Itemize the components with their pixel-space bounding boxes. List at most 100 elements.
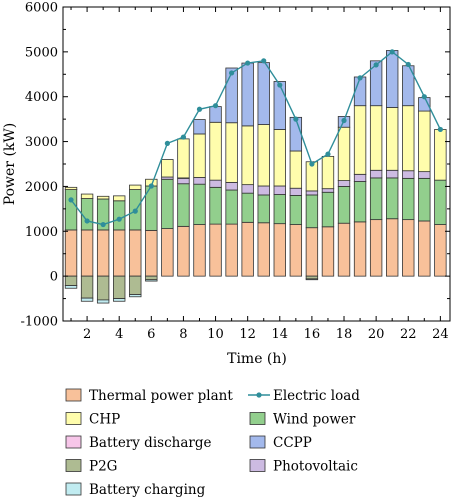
load-line-layer (68, 49, 443, 228)
bar-segment (257, 62, 270, 125)
bar-segment (161, 178, 174, 229)
x-tick-label: 16 (304, 327, 321, 342)
bar-segment (369, 177, 383, 221)
electric-load-point (341, 117, 347, 124)
bar-segment (402, 219, 415, 277)
y-tick-label: 6000 (25, 1, 58, 16)
bar-segment-negative (305, 275, 319, 280)
legend-label: Wind power (273, 412, 356, 428)
electric-load-point (357, 75, 363, 81)
electric-load-point (212, 103, 219, 109)
electric-load-point (277, 82, 283, 88)
bar-segment (113, 200, 126, 231)
bar-segment (96, 229, 110, 277)
legend-label: CHP (89, 412, 120, 428)
bar-segment (257, 222, 270, 277)
bar-segment (209, 121, 222, 181)
electric-load-line (70, 50, 441, 226)
bar-segment (273, 194, 286, 225)
legend-label: Thermal power plant (89, 388, 233, 404)
electric-load-point (116, 216, 122, 222)
bar-segment (337, 126, 351, 181)
bar-segment-negative (305, 278, 319, 281)
legend-label: P2G (89, 459, 117, 475)
bar-segment (225, 122, 238, 183)
bar-segment-negative (80, 297, 94, 302)
bar-segment (177, 177, 190, 185)
bar-segment (80, 193, 94, 199)
bar-segment (241, 125, 254, 186)
y-tick-label: 5000 (25, 45, 58, 60)
bar-segment (321, 155, 335, 190)
bar-segment (225, 181, 238, 191)
legend-swatch (65, 459, 82, 472)
y-tick-label: 2000 (25, 180, 58, 195)
bar-segment (257, 124, 270, 187)
electric-load-point (196, 106, 203, 112)
bar-segment (337, 186, 351, 224)
x-tick-label: 10 (207, 327, 224, 342)
bar-segment (64, 189, 78, 231)
bar-segment (386, 107, 399, 171)
bar-segment (177, 225, 190, 277)
bar-segment-negative (113, 298, 126, 302)
bar-segment (289, 150, 303, 189)
bar-segment-negative (64, 275, 78, 286)
x-tick-label: 4 (115, 327, 123, 342)
y-tick-label: 3000 (25, 135, 58, 150)
legend-label: Electric load (273, 388, 360, 404)
legend-label: Battery charging (89, 482, 206, 498)
bar-segment-negative (96, 299, 110, 304)
electric-load-point (148, 183, 154, 189)
bar-segment (225, 223, 238, 277)
legend-label: Photovoltaic (273, 459, 358, 475)
bar-segment (289, 224, 303, 277)
bar-segment (386, 50, 399, 108)
bar-segment (386, 169, 399, 179)
electric-load-point (100, 221, 106, 228)
bar-segment (273, 185, 286, 195)
bar-segment (386, 177, 399, 220)
electric-load-point (245, 60, 251, 66)
bar-segment (273, 129, 286, 187)
legend: Thermal power plant Electric load CHP Wind … (65, 388, 360, 498)
bar-segment (289, 194, 303, 225)
bar-segment (64, 186, 78, 190)
bar-segment (273, 223, 286, 277)
bar-segment (209, 106, 222, 123)
bar-segment (289, 116, 303, 152)
y-axis-label: Power (kW) (2, 123, 18, 206)
bar-segment (241, 184, 254, 194)
bar-segment (129, 229, 142, 277)
legend-swatch (65, 435, 82, 449)
electric-load-point (229, 70, 235, 76)
x-tick-label: 2 (83, 327, 91, 342)
legend-label: CCPP (273, 435, 312, 451)
bar-segment (353, 105, 367, 175)
bar-segment (129, 184, 142, 190)
bar-segment (353, 181, 367, 223)
bar-segment-negative (113, 275, 126, 299)
bar-segment (177, 138, 190, 179)
x-tick-label: 18 (336, 327, 353, 342)
legend-swatch (249, 459, 266, 472)
bar-segment (337, 180, 351, 187)
bar-segment (369, 219, 383, 277)
bar-segment (145, 229, 158, 277)
bar-segment (273, 81, 286, 130)
bar-segment-negative (129, 275, 142, 295)
bar-segment (289, 187, 303, 196)
bar-segment (193, 183, 206, 225)
electric-load-point (309, 161, 315, 167)
electric-load-point (373, 62, 379, 68)
bar-segment (225, 67, 238, 124)
bar-segment (402, 170, 415, 179)
bar-segment-negative (129, 294, 142, 298)
x-tick-label: 8 (179, 327, 187, 342)
bar-segment (225, 189, 238, 225)
bar-segment (369, 169, 383, 179)
x-tick-label: 20 (368, 327, 385, 342)
bar-segment (209, 179, 222, 188)
